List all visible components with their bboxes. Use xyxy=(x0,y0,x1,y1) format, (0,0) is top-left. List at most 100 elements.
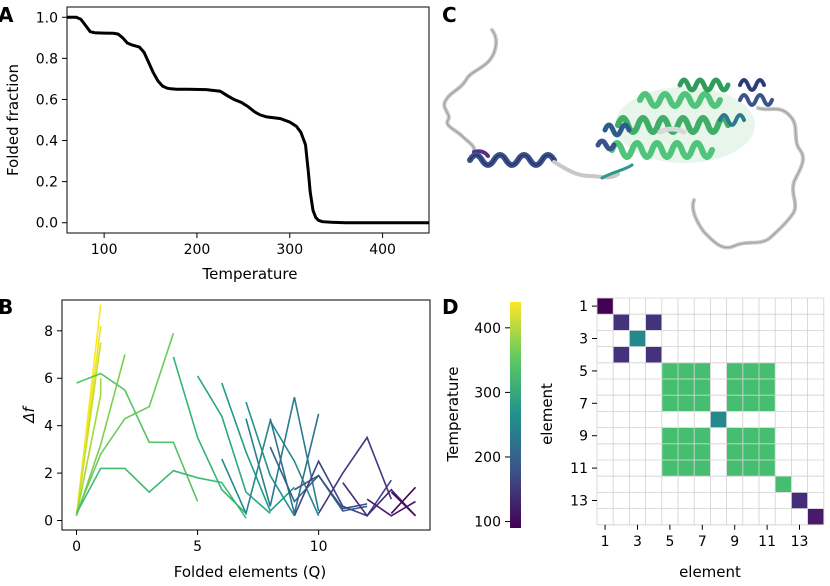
y-tick-label-d: 13 xyxy=(570,494,588,510)
x-tick-label-d: 1 xyxy=(601,534,610,550)
heatmap-cell xyxy=(743,428,759,444)
y-tick-label-a: 0.2 xyxy=(36,175,58,191)
series-line-T330 xyxy=(75,467,247,519)
heatmap-cell xyxy=(662,395,678,411)
y-tick-label-d: 1 xyxy=(579,299,588,315)
colorbar-tick-label: 300 xyxy=(474,385,501,401)
series-line-T300 xyxy=(196,375,271,515)
heatmap-cell xyxy=(759,363,775,379)
heatmap-cell xyxy=(694,428,710,444)
x-tick-label-d: 5 xyxy=(665,534,674,550)
y-tick-label-b: 6 xyxy=(44,371,53,387)
x-tick-label-a: 400 xyxy=(369,242,396,258)
x-tick-label-b: 0 xyxy=(72,539,81,555)
heatmap-cell xyxy=(743,460,759,476)
y-tick-label-d: 7 xyxy=(579,396,588,412)
heatmap-cell xyxy=(694,363,710,379)
folded-fraction-line xyxy=(67,15,429,225)
series-line-T360 xyxy=(75,332,175,514)
series-line-T320 xyxy=(172,356,247,514)
heatmap-cell xyxy=(613,347,629,363)
panel-label-d: D xyxy=(442,295,459,319)
x-tick-label-b: 10 xyxy=(310,539,328,555)
heatmap-cell xyxy=(678,395,694,411)
x-tick-label-d: 7 xyxy=(698,534,707,550)
heatmap-cell xyxy=(662,363,678,379)
heatmap-cell xyxy=(791,492,808,509)
heatmap-cell xyxy=(678,379,694,395)
y-tick-label-a: 0.6 xyxy=(36,92,58,108)
heatmap-cell xyxy=(743,444,759,460)
y-axis-label-a: Folded fraction xyxy=(4,64,22,176)
x-tick-label-d: 13 xyxy=(791,534,809,550)
series-line-T240 xyxy=(245,397,320,512)
x-axis-label-d: element xyxy=(679,563,741,581)
heatmap-cell xyxy=(808,509,824,525)
series-line-T345 xyxy=(76,372,199,502)
heatmap-cell xyxy=(597,298,613,314)
heatmap-cell xyxy=(662,379,678,395)
heatmap-cell xyxy=(662,444,678,460)
y-tick-label-d: 3 xyxy=(579,332,588,348)
heatmap-cell xyxy=(678,460,694,476)
y-tick-label-b: 4 xyxy=(44,419,53,435)
series-line-T285 xyxy=(221,382,295,513)
heatmap-cell xyxy=(646,314,662,330)
heatmap-cell xyxy=(727,444,743,460)
series-line-T255 xyxy=(221,418,320,517)
heatmap-cell xyxy=(613,314,629,330)
y-tick-label-a: 0.4 xyxy=(36,134,58,150)
colorbar xyxy=(510,302,521,528)
series-line-T390 xyxy=(75,378,102,516)
y-tick-label-b: 0 xyxy=(44,514,53,530)
heatmap-cell xyxy=(694,379,710,395)
heatmap-cell xyxy=(662,460,678,476)
series-line-T225 xyxy=(269,413,320,514)
series-line-T200 xyxy=(269,446,368,512)
chart-a: 100 200 300 400 0.0 0.2 0.4 0.6 0.8 1.0 Temperatu… xyxy=(4,6,430,283)
x-axis-label-b: Folded elements (Q) xyxy=(174,563,326,581)
y-tick-label-b: 2 xyxy=(44,466,53,482)
x-tick-label-d: 11 xyxy=(758,534,776,550)
heatmap-cell xyxy=(743,395,759,411)
colorbar-label: Temperature xyxy=(444,366,462,462)
heatmap-cell xyxy=(727,363,743,379)
series-line-T115 xyxy=(366,498,416,517)
heatmap-cell xyxy=(759,395,775,411)
x-tick-label-d: 9 xyxy=(730,534,739,550)
series-line-T145 xyxy=(317,435,393,514)
heatmap-cell xyxy=(694,395,710,411)
y-tick-label-a: 0.0 xyxy=(36,216,58,232)
series-line-T270 xyxy=(245,401,296,517)
y-tick-label-a: 1.0 xyxy=(36,10,58,26)
panel-label-b: B xyxy=(0,295,13,319)
heatmap-cell xyxy=(710,411,727,428)
heatmap-cell xyxy=(759,460,775,476)
heatmap-cell xyxy=(678,444,694,460)
heatmap-cell xyxy=(743,379,759,395)
y-axis-label-d: element xyxy=(538,383,556,445)
heatmap-cell xyxy=(759,444,775,460)
chart-b: 0 5 10 0 2 4 6 8 Folded elements (Q) Δf xyxy=(20,299,431,581)
y-tick-label-d: 9 xyxy=(579,429,588,445)
series-line-T410 xyxy=(75,342,102,516)
colorbar-tick-label: 200 xyxy=(474,450,501,466)
heatmap-cell xyxy=(759,428,775,444)
y-tick-label-b: 8 xyxy=(44,324,53,340)
panel-label-c: C xyxy=(442,3,457,27)
x-tick-label-a: 100 xyxy=(91,242,118,258)
x-axis-label-a: Temperature xyxy=(201,265,297,283)
series-line-T92 xyxy=(390,486,417,514)
heatmap-cell xyxy=(678,363,694,379)
panel-label-a: A xyxy=(0,3,14,27)
y-axis-label-b: Δf xyxy=(20,405,38,424)
colorbar-tick-label: 100 xyxy=(474,515,501,531)
x-tick-label-d: 3 xyxy=(633,534,642,550)
heatmap-cell xyxy=(694,460,710,476)
x-tick-label-a: 300 xyxy=(276,242,303,258)
heatmap-cell xyxy=(775,476,791,492)
heatmap-cell xyxy=(629,330,646,347)
heatmap-cell xyxy=(678,428,694,444)
heatmap-cell xyxy=(662,428,678,444)
